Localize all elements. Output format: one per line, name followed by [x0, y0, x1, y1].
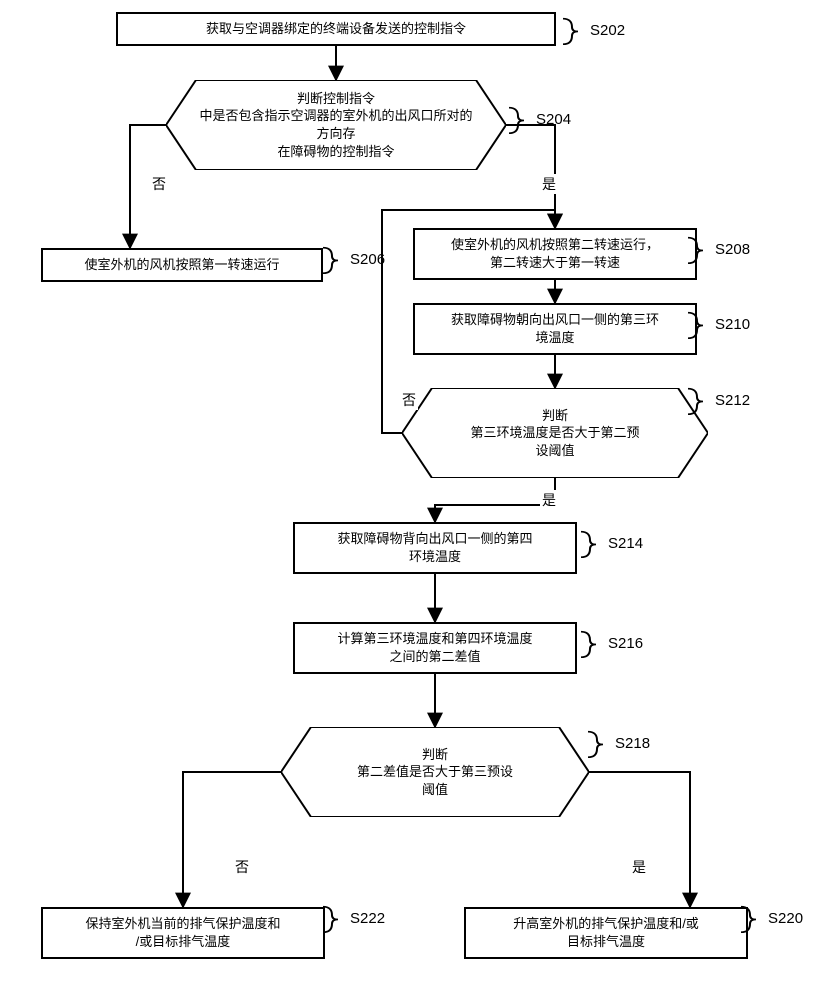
step-label-s214: S214 — [608, 535, 643, 552]
step-label-s212: S212 — [715, 392, 750, 409]
brace-s210 — [685, 311, 715, 341]
brace-s212 — [685, 387, 715, 417]
brace-s208 — [685, 236, 715, 266]
process-s210: 获取障碍物朝向出风口一侧的第三环境温度 — [413, 303, 697, 355]
step-label-s204: S204 — [536, 111, 571, 128]
decision-s204: 判断控制指令中是否包含指示空调器的室外机的出风口所对的方向存在障碍物的控制指令 — [166, 80, 506, 170]
step-label-s206: S206 — [350, 251, 385, 268]
step-label-s216: S216 — [608, 635, 643, 652]
edge-label-s212-s208: 否 — [400, 390, 418, 410]
edge-s218-s222 — [183, 772, 281, 907]
brace-s202 — [560, 17, 590, 47]
brace-s214 — [578, 530, 608, 560]
decision-s212: 判断第三环境温度是否大于第二预设阈值 — [402, 388, 708, 478]
process-s202: 获取与空调器绑定的终端设备发送的控制指令 — [116, 12, 556, 46]
process-s208: 使室外机的风机按照第二转速运行，第二转速大于第一转速 — [413, 228, 697, 280]
step-label-s220: S220 — [768, 910, 803, 927]
edge-s212-s214 — [435, 478, 555, 522]
step-label-s210: S210 — [715, 316, 750, 333]
edge-label-s204-s206: 否 — [150, 174, 168, 194]
brace-s216 — [578, 630, 608, 660]
brace-s204 — [506, 106, 536, 136]
step-label-s202: S202 — [590, 22, 625, 39]
process-s206: 使室外机的风机按照第一转速运行 — [41, 248, 323, 282]
step-label-s222: S222 — [350, 910, 385, 927]
step-label-s208: S208 — [715, 241, 750, 258]
process-s222: 保持室外机当前的排气保护温度和/或目标排气温度 — [41, 907, 325, 959]
decision-s218: 判断第二差值是否大于第三预设阈值 — [281, 727, 589, 817]
brace-s206 — [320, 246, 350, 276]
edge-label-s218-s222: 否 — [233, 857, 251, 877]
flowchart-canvas: 获取与空调器绑定的终端设备发送的控制指令 S202 判断控制指令中是否包含指示空调器… — [0, 0, 815, 1000]
brace-s218 — [585, 730, 615, 760]
brace-s220 — [738, 905, 768, 935]
brace-s222 — [320, 905, 350, 935]
edge-s218-s220 — [589, 772, 690, 907]
process-s214: 获取障碍物背向出风口一侧的第四环境温度 — [293, 522, 577, 574]
edge-label-s204-s208: 是 — [540, 174, 558, 194]
step-label-s218: S218 — [615, 735, 650, 752]
edge-label-s218-s220: 是 — [630, 857, 648, 877]
edge-label-s212-s214: 是 — [540, 490, 558, 510]
process-s216: 计算第三环境温度和第四环境温度之间的第二差值 — [293, 622, 577, 674]
process-s220: 升高室外机的排气保护温度和/或目标排气温度 — [464, 907, 748, 959]
